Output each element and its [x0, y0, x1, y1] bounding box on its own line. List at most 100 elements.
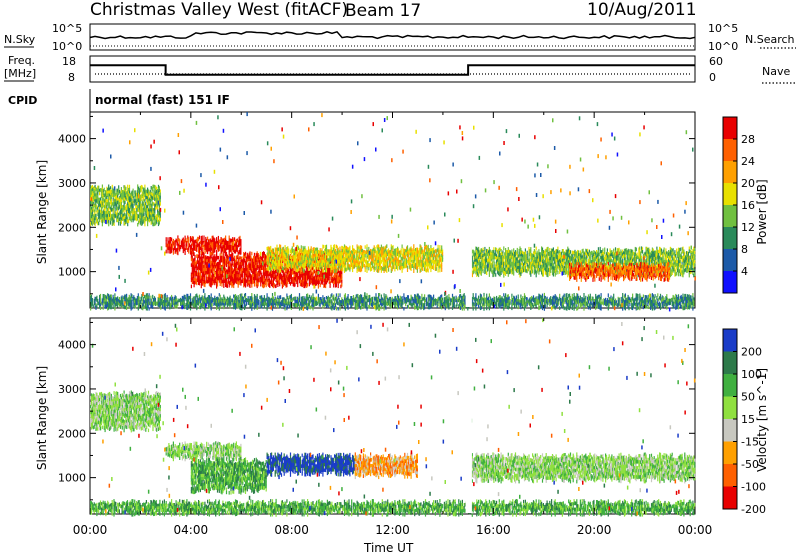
data-cell: [275, 253, 277, 258]
data-cell: [359, 249, 361, 254]
data-cell: [176, 247, 178, 252]
data-cell: [262, 275, 265, 280]
data-cell: [200, 254, 202, 258]
data-cell: [242, 268, 244, 272]
data-cell: [240, 260, 242, 264]
data-cell: [333, 284, 335, 288]
data-cell: [231, 245, 233, 249]
data-cell: [94, 193, 96, 197]
data-cell: [335, 283, 337, 288]
data-cell: [375, 261, 377, 265]
data-cell: [120, 202, 122, 206]
data-cell: [136, 214, 138, 219]
data-cell: [117, 209, 119, 214]
data-cell: [253, 258, 256, 263]
data-cell: [362, 261, 364, 265]
data-cell: [294, 270, 296, 275]
data-cell: [260, 256, 262, 260]
data-cell: [254, 268, 256, 272]
data-cell: [357, 261, 359, 265]
data-cell: [243, 269, 245, 273]
data-cell: [138, 219, 141, 223]
data-cell: [203, 283, 205, 287]
data-cell: [378, 269, 380, 273]
data-cell: [116, 218, 118, 223]
data-cell: [307, 272, 310, 277]
data-cell: [204, 283, 206, 288]
data-cell: [325, 251, 327, 255]
data-cell: [129, 217, 131, 221]
data-cell: [330, 265, 332, 270]
data-cell: [251, 284, 253, 288]
data-cell: [298, 261, 300, 265]
data-cell: [234, 259, 237, 264]
data-cell: [193, 257, 195, 262]
data-cell: [324, 272, 326, 276]
data-cell: [380, 247, 382, 252]
data-cell: [324, 284, 326, 288]
data-cell: [234, 243, 236, 248]
data-cell: [244, 253, 246, 257]
data-cell: [301, 252, 303, 256]
data-cell: [285, 269, 287, 273]
data-cell: [263, 260, 265, 265]
data-cell: [120, 214, 122, 218]
data-cell: [240, 248, 242, 252]
data-cell: [312, 269, 314, 274]
data-cell: [205, 261, 207, 266]
data-cell: [156, 214, 158, 218]
data-cell: [229, 269, 231, 273]
data-cell: [276, 260, 278, 265]
data-cell: [147, 193, 149, 197]
data-cell: [121, 208, 123, 212]
data-cell: [253, 274, 256, 278]
data-cell: [201, 248, 203, 252]
data-cell: [119, 195, 121, 200]
data-cell: [301, 274, 303, 278]
data-cell: [247, 278, 249, 283]
data-cell: [97, 194, 99, 199]
data-cell: [211, 272, 213, 277]
data-cell: [100, 209, 103, 214]
data-cell: [349, 252, 351, 256]
data-cell: [262, 275, 264, 279]
data-cell: [356, 269, 358, 273]
data-cell: [264, 263, 266, 267]
data-cell: [154, 203, 156, 208]
data-cell: [305, 248, 307, 252]
data-cell: [112, 221, 114, 225]
data-cell: [322, 269, 324, 273]
data-cell: [99, 212, 101, 217]
data-cell: [237, 243, 239, 248]
data-cell: [90, 200, 92, 205]
data-cell: [147, 217, 150, 222]
data-cell: [348, 247, 350, 251]
data-cell: [265, 271, 267, 275]
data-cell: [282, 267, 284, 271]
data-cell: [280, 264, 283, 269]
data-cell: [229, 272, 231, 276]
data-cell: [220, 277, 222, 281]
data-cell: [313, 279, 315, 283]
data-cell: [333, 268, 335, 273]
data-cell: [303, 266, 305, 270]
data-cell: [327, 277, 329, 281]
data-cell: [370, 252, 372, 256]
data-cell: [290, 271, 292, 275]
data-cell: [100, 203, 103, 208]
data-cell: [307, 263, 310, 267]
data-cell: [400, 248, 402, 252]
data-cell: [334, 275, 337, 279]
data-cell: [382, 261, 384, 265]
data-cell: [216, 250, 218, 255]
data-cell: [351, 260, 353, 264]
data-cell: [297, 277, 299, 281]
data-cell: [140, 203, 142, 208]
data-cell: [342, 261, 344, 266]
data-cell: [213, 279, 215, 284]
data-cell: [328, 274, 330, 278]
data-cell: [328, 280, 330, 284]
data-cell: [308, 261, 310, 265]
data-cell: [244, 269, 247, 273]
data-cell: [298, 262, 301, 267]
